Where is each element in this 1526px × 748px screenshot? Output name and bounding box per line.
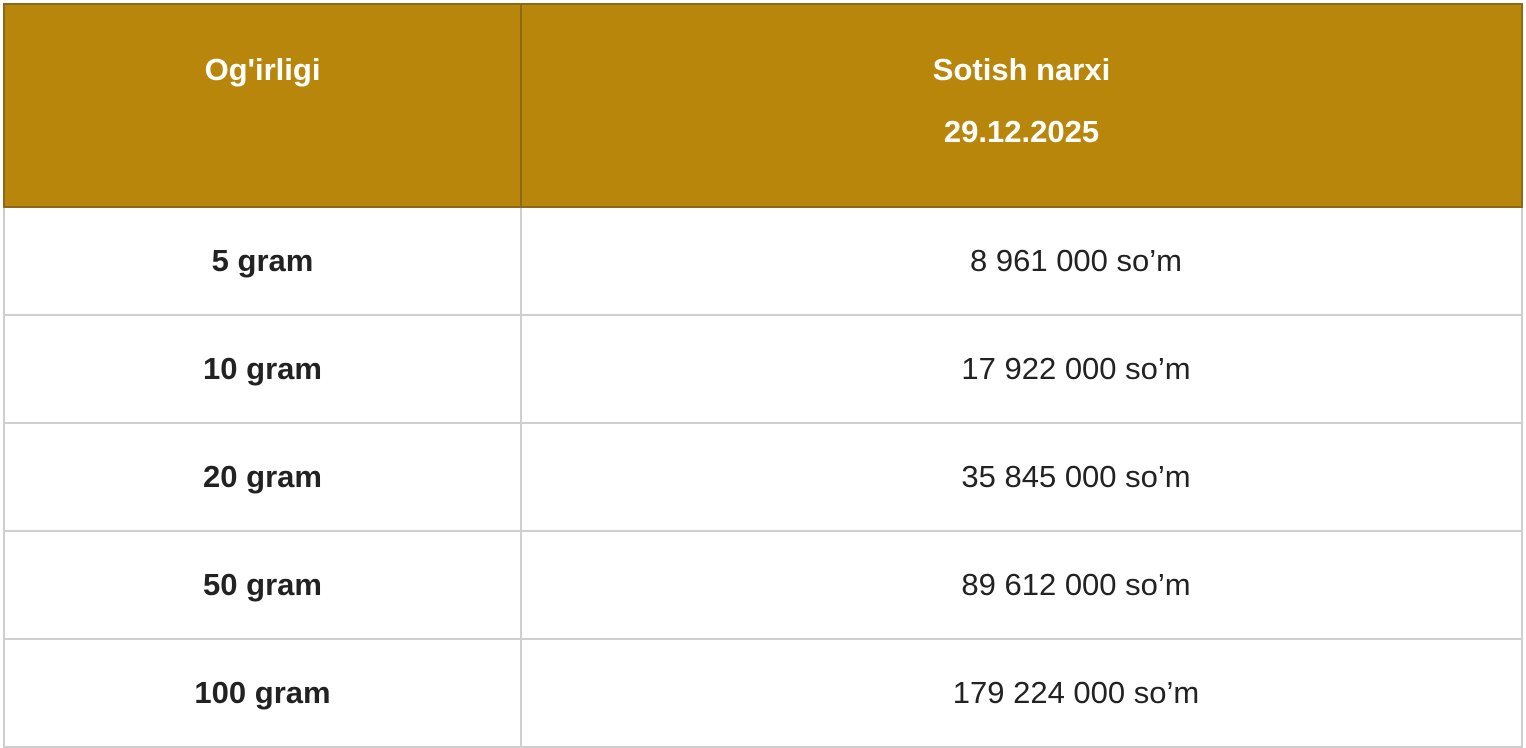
price-header-label: Sotish narxi <box>932 52 1111 87</box>
weight-cell: 20 gram <box>3 422 522 532</box>
price-cell: 89 612 000 so’m <box>520 530 1523 640</box>
price-header: Sotish narxi 29.12.2025 <box>520 3 1523 208</box>
weight-header: Og'irligi <box>3 3 522 208</box>
price-date: 29.12.2025 <box>943 114 1100 149</box>
table-row: 10 gram 17 922 000 so’m <box>3 314 1523 424</box>
weight-cell: 100 gram <box>3 638 522 748</box>
price-cell: 8 961 000 so’m <box>520 206 1523 316</box>
price-cell: 17 922 000 so’m <box>520 314 1523 424</box>
table-row: 50 gram 89 612 000 so’m <box>3 530 1523 640</box>
price-cell: 179 224 000 so’m <box>520 638 1523 748</box>
weight-cell: 50 gram <box>3 530 522 640</box>
table-row: 20 gram 35 845 000 so’m <box>3 422 1523 532</box>
weight-header-label: Og'irligi <box>204 52 321 87</box>
table-row: 100 gram 179 224 000 so’m <box>3 638 1523 748</box>
weight-cell: 10 gram <box>3 314 522 424</box>
price-cell: 35 845 000 so’m <box>520 422 1523 532</box>
weight-cell: 5 gram <box>3 206 522 316</box>
price-table: Og'irligi Sotish narxi 29.12.2025 5 gram 8… <box>3 3 1523 748</box>
table-row: 5 gram 8 961 000 so’m <box>3 206 1523 316</box>
header-row: Og'irligi Sotish narxi 29.12.2025 <box>3 3 1523 208</box>
